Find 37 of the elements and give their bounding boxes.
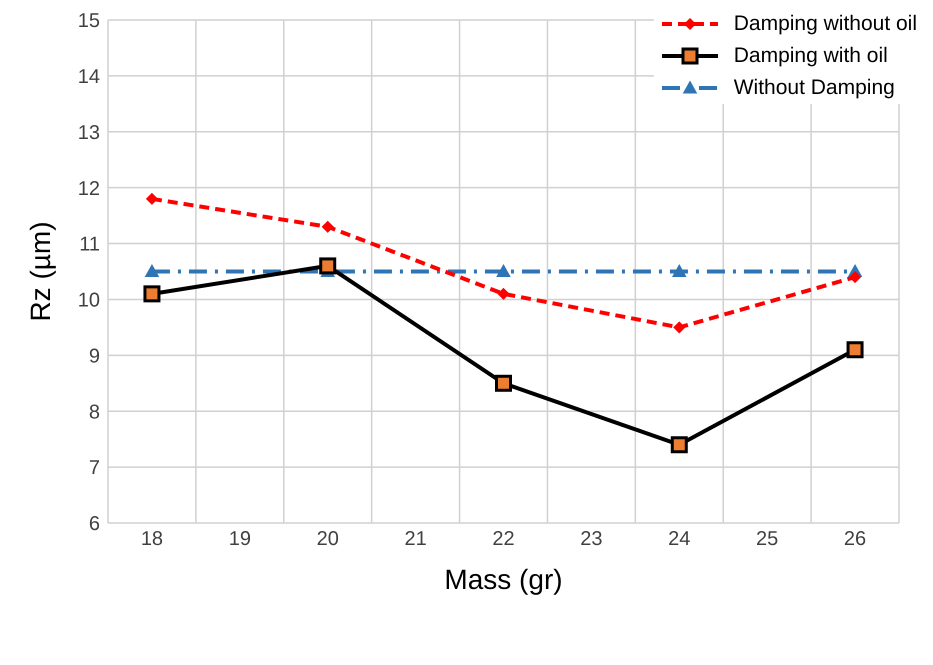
point <box>143 285 160 302</box>
y-tick-label: 15 <box>78 10 100 32</box>
point <box>672 264 686 278</box>
y-tick-label: 6 <box>88 513 100 536</box>
x-tick-label: 25 <box>756 528 778 550</box>
y-axis-title: Rz (µm) <box>24 221 56 322</box>
point <box>670 436 688 454</box>
point <box>496 264 510 278</box>
legend-label: Without Damping <box>734 76 895 100</box>
point <box>146 193 158 205</box>
y-tick-label: 10 <box>78 290 100 312</box>
y-tick-label: 8 <box>88 401 100 424</box>
x-tick-label: 18 <box>140 528 164 550</box>
x-tick-label: 21 <box>404 528 427 550</box>
y-tick-label: 9 <box>88 345 100 368</box>
point <box>674 322 686 334</box>
x-axis-title: Mass (gr) <box>444 564 563 595</box>
point <box>495 374 512 392</box>
x-tick-label: 22 <box>492 528 515 550</box>
y-tick-label: 11 <box>79 234 100 256</box>
point <box>846 341 864 358</box>
point <box>145 264 159 278</box>
x-tick-label: 24 <box>668 528 690 550</box>
x-tick-label: 26 <box>844 528 866 550</box>
legend-label: Damping without oil <box>734 12 917 36</box>
x-tick-label: 19 <box>228 528 251 550</box>
y-tick-label: 14 <box>78 66 100 88</box>
y-tick-label: 7 <box>88 457 100 480</box>
legend-label: Damping with oil <box>734 44 888 68</box>
point <box>319 257 336 274</box>
point <box>322 221 334 233</box>
x-tick-label: 20 <box>316 528 339 550</box>
x-tick-label: 23 <box>580 528 603 550</box>
point <box>498 288 510 300</box>
point <box>849 271 861 283</box>
y-tick-label: 13 <box>78 122 100 144</box>
y-tick-label: 12 <box>78 178 100 200</box>
